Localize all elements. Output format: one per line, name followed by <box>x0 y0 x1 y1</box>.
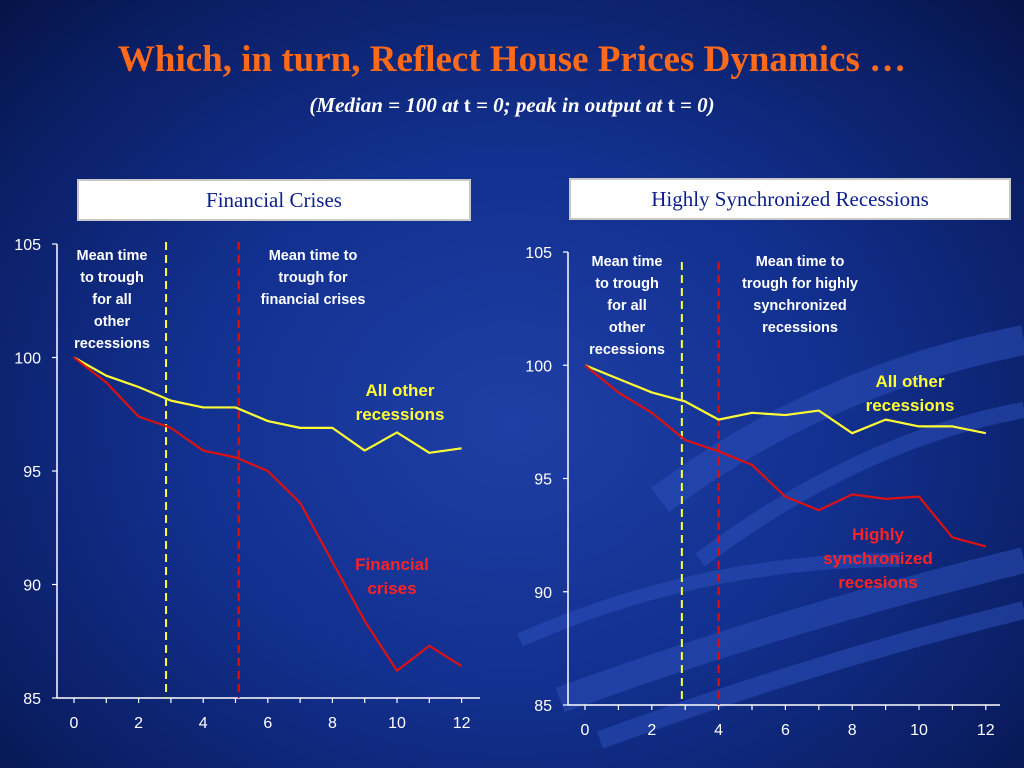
chart1-x-tick-label: 2 <box>134 715 143 732</box>
subtitle-part-2: t <box>463 93 471 117</box>
chart1-series-1-line <box>73 356 462 454</box>
subtitle-part-1: (Median = 100 at <box>309 93 464 117</box>
chart1-x-tick-label: 0 <box>70 715 79 732</box>
chart1-vline-note-line: Mean time to <box>269 248 358 264</box>
chart2-x-tick-label: 6 <box>781 722 790 739</box>
chart2-y-tick-label: 95 <box>534 472 552 489</box>
subtitle-part-3: = 0; peak in output at <box>470 93 668 117</box>
chart1-y-tick-label: 90 <box>23 578 41 595</box>
chart1-y-tick-label: 105 <box>14 237 41 254</box>
chart1-series-2-line <box>73 356 463 672</box>
subtitle-part-4: t <box>667 93 675 117</box>
financial-crises-panel-title: Financial Crises <box>77 179 471 221</box>
chart1-vline-note-line: Mean time <box>77 248 148 264</box>
chart2-x-tick-label: 10 <box>910 722 928 739</box>
chart1-y-tick-label: 95 <box>23 464 41 481</box>
chart1-x-tick-label: 12 <box>453 715 471 732</box>
chart2-series-label-line: Highly <box>852 525 904 544</box>
chart2-x-tick-label: 4 <box>714 722 723 739</box>
chart2-vline-note-line: Mean time <box>592 254 663 270</box>
chart1-series-label-line: crises <box>367 579 416 598</box>
chart1-vline-note-line: other <box>94 314 131 330</box>
chart1-x-tick-label: 8 <box>328 715 337 732</box>
chart2-vline-note-line: for all <box>607 298 646 314</box>
chart1-y-tick-label: 100 <box>14 351 41 368</box>
chart2-x-tick-label: 0 <box>581 722 590 739</box>
chart1-vline-note-line: recessions <box>74 336 150 352</box>
chart1-vline-note-line: trough for <box>278 270 348 286</box>
chart2-x-tick-label: 8 <box>848 722 857 739</box>
slide-subtitle: (Median = 100 at t = 0; peak in output a… <box>0 93 1024 118</box>
chart2-x-tick-label: 12 <box>977 722 995 739</box>
chart1-vline-note-line: financial crises <box>261 292 366 308</box>
chart2-vline-note-line: trough for highly <box>742 276 858 292</box>
chart2-vline-note-line: Mean time to <box>756 254 845 270</box>
chart1-x-tick-label: 6 <box>263 715 272 732</box>
chart1-series-label-line: All other <box>366 381 435 400</box>
chart2-series-1-line <box>584 364 987 435</box>
chart2-series-label-line: synchronized <box>823 549 933 568</box>
chart1-vline-note-line: for all <box>92 292 131 308</box>
subtitle-part-5: = 0) <box>674 93 715 117</box>
chart1-x-tick-label: 10 <box>388 715 406 732</box>
chart2-vline-note-line: other <box>609 320 646 336</box>
chart2-y-tick-label: 90 <box>534 585 552 602</box>
chart2-y-tick-label: 85 <box>534 698 552 715</box>
chart2-vline-note-line: to trough <box>595 276 659 292</box>
chart2-series-label-line: recesions <box>838 573 917 592</box>
chart2-y-tick-label: 100 <box>525 358 552 375</box>
chart2-vline-note-line: recessions <box>589 342 665 358</box>
chart2-x-tick-label: 2 <box>647 722 656 739</box>
chart2-series-2-line <box>584 364 987 548</box>
chart1-vline-note-line: to trough <box>80 270 144 286</box>
slide-title: Which, in turn, Reflect House Prices Dyn… <box>117 39 907 80</box>
chart2-series-label-line: All other <box>876 372 945 391</box>
chart1-y-tick-label: 85 <box>23 691 41 708</box>
chart2-y-tick-label: 105 <box>525 245 552 262</box>
synchronized-recessions-panel-title: Highly Synchronized Recessions <box>569 178 1011 220</box>
chart2-vline-note-line: synchronized <box>753 298 846 314</box>
chart1-series-label-line: Financial <box>355 555 429 574</box>
chart1-series-label-line: recessions <box>356 405 445 424</box>
chart2-series-label-line: recessions <box>866 396 955 415</box>
chart1-x-tick-label: 4 <box>199 715 208 732</box>
chart2-vline-note-line: recessions <box>762 320 838 336</box>
